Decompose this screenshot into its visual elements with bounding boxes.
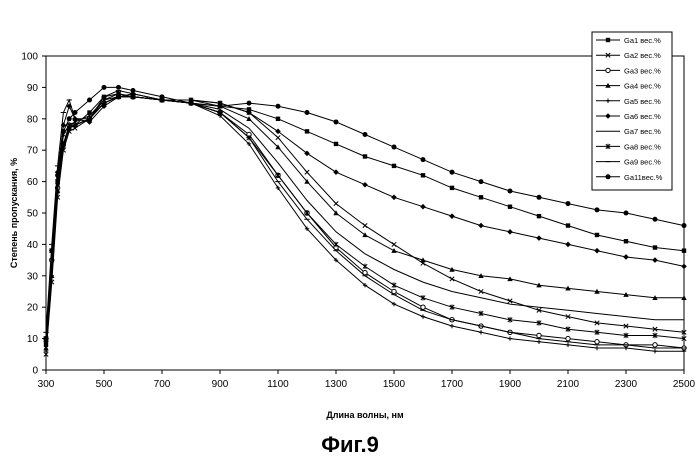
data-point <box>116 85 121 90</box>
x-tick-label: 1300 <box>325 379 348 390</box>
data-point <box>537 195 542 200</box>
legend-label: Ga2 вес.% <box>624 51 661 60</box>
x-tick-label: 1500 <box>383 379 406 390</box>
data-point <box>392 145 397 150</box>
legend-label: Ga11вес.% <box>624 173 663 182</box>
x-tick-label: 2500 <box>673 379 696 390</box>
data-point <box>305 110 310 115</box>
axes-layer: Степень пропускания, % Длина волны, нм <box>9 56 684 420</box>
data-point <box>508 205 512 209</box>
x-tick-label: 500 <box>96 379 113 390</box>
figure-caption: Фиг.9 <box>0 432 700 458</box>
data-point <box>566 223 570 227</box>
x-tick-label: 900 <box>212 379 229 390</box>
data-point <box>67 116 72 121</box>
data-point <box>247 101 252 106</box>
x-tick-label: 2300 <box>615 379 638 390</box>
y-tick-label: 30 <box>27 271 39 282</box>
data-point <box>682 223 687 228</box>
data-point <box>595 340 599 344</box>
x-tick-label: 1100 <box>267 379 289 390</box>
y-tick-label: 100 <box>21 52 38 63</box>
data-point <box>421 305 425 309</box>
x-tick-label: 300 <box>38 379 55 390</box>
x-tick-label: 700 <box>154 379 171 390</box>
data-point <box>508 189 513 194</box>
y-axis-title: Степень пропускания, % <box>9 158 19 268</box>
y-tick-label: 60 <box>27 177 39 188</box>
data-point <box>479 195 483 199</box>
data-point <box>61 129 66 134</box>
y-tick-label: 20 <box>27 303 39 314</box>
data-point <box>55 173 60 178</box>
data-point <box>73 110 78 115</box>
legend-label: Ga7 вес.% <box>624 127 661 136</box>
data-point <box>421 173 425 177</box>
data-point <box>160 94 165 99</box>
legend-label: Ga4 вес.% <box>624 82 661 91</box>
data-point <box>421 157 426 162</box>
y-tick-label: 70 <box>27 146 39 157</box>
legend: Ga1 вес.% Ga2 вес.% Ga3 вес.% Ga4 вес.% Ga5 … <box>592 32 672 190</box>
data-point <box>450 170 455 175</box>
legend-swatch-marker <box>606 38 610 42</box>
data-point <box>87 97 92 102</box>
data-point <box>595 207 600 212</box>
legend-label: Ga1 вес.% <box>624 36 661 45</box>
data-point <box>102 85 107 90</box>
data-point <box>682 248 686 252</box>
y-tick-label: 50 <box>27 209 39 220</box>
legend-swatch-marker <box>606 174 611 179</box>
legend-label: Ga5 вес.% <box>624 97 661 106</box>
data-point <box>653 217 658 222</box>
y-tick-label: 90 <box>27 83 39 94</box>
y-tick-label: 80 <box>27 114 39 125</box>
data-point <box>49 248 54 253</box>
chart-frame: Степень пропускания, % Длина волны, нм 3… <box>0 0 700 430</box>
data-point <box>653 343 657 347</box>
data-point <box>392 164 396 168</box>
x-tick-label: 2100 <box>557 379 580 390</box>
data-point <box>537 333 541 337</box>
y-tick-label: 10 <box>27 334 39 345</box>
data-point <box>566 201 571 206</box>
data-point <box>276 117 280 121</box>
data-point <box>334 119 339 124</box>
data-point <box>305 129 309 133</box>
x-tick-label: 1900 <box>499 379 522 390</box>
legend-label: Ga3 вес.% <box>624 66 661 75</box>
y-tick-label: 0 <box>32 366 38 377</box>
data-point <box>334 142 338 146</box>
legend-label: Ga9 вес.% <box>624 158 661 167</box>
legend-swatch-marker <box>606 68 610 72</box>
data-point <box>595 233 599 237</box>
data-point <box>218 104 223 109</box>
data-point <box>189 101 194 106</box>
data-point <box>624 211 629 216</box>
data-point <box>624 239 628 243</box>
transmission-chart: Степень пропускания, % Длина волны, нм 3… <box>0 0 700 430</box>
x-tick-label: 1700 <box>441 379 464 390</box>
legend-label: Ga8 вес.% <box>624 142 661 151</box>
legend-label: Ga6 вес.% <box>624 112 661 121</box>
y-tick-label: 40 <box>27 240 39 251</box>
data-point <box>479 179 484 184</box>
x-axis-title: Длина волны, нм <box>326 410 404 420</box>
data-point <box>131 88 136 93</box>
data-point <box>566 336 570 340</box>
data-point <box>653 245 657 249</box>
data-point <box>276 104 281 109</box>
data-point <box>363 132 368 137</box>
data-point <box>537 214 541 218</box>
data-point <box>44 336 49 341</box>
data-point <box>450 186 454 190</box>
plot-area <box>46 56 684 370</box>
data-point <box>363 154 367 158</box>
